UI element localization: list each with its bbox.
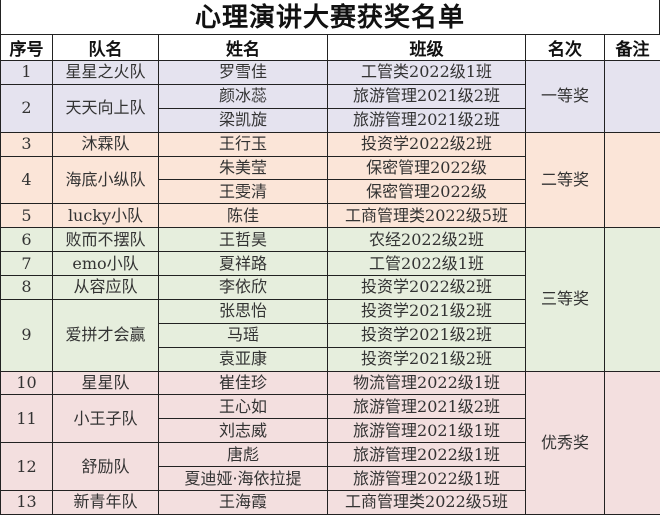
header-rank: 名次: [526, 35, 605, 61]
member-name-cell[interactable]: 夏祥路: [159, 252, 328, 276]
team-name-cell[interactable]: 星星之火队: [53, 61, 159, 85]
member-name-cell[interactable]: 王雯清: [159, 180, 328, 204]
team-number-cell[interactable]: 5: [1, 204, 53, 228]
member-name-cell[interactable]: 陈佳: [159, 204, 328, 228]
team-name-cell[interactable]: 新青年队: [53, 491, 159, 515]
prize-cell[interactable]: 二等奖: [526, 132, 605, 228]
team-number-cell[interactable]: 11: [1, 395, 53, 443]
team-name-cell[interactable]: 从容应队: [53, 276, 159, 300]
member-class-cell[interactable]: 投资学2021级2班: [328, 299, 526, 323]
member-class-cell[interactable]: 工管类2022级1班: [328, 61, 526, 85]
member-name-cell[interactable]: 崔佳珍: [159, 371, 328, 395]
team-number-cell[interactable]: 12: [1, 443, 53, 491]
header-row: 序号 队名 姓名 班级 名次 备注: [1, 35, 660, 61]
prize-cell[interactable]: 优秀奖: [526, 371, 605, 514]
remark-cell[interactable]: [605, 228, 660, 371]
member-name-cell[interactable]: 袁亚康: [159, 347, 328, 371]
team-number-cell[interactable]: 13: [1, 491, 53, 515]
remark-cell[interactable]: [605, 61, 660, 133]
remark-cell[interactable]: [605, 371, 660, 514]
member-class-cell[interactable]: 保密管理2022级: [328, 180, 526, 204]
prize-cell[interactable]: 一等奖: [526, 61, 605, 133]
member-class-cell[interactable]: 投资学2021级2班: [328, 323, 526, 347]
team-name-cell[interactable]: 小王子队: [53, 395, 159, 443]
member-name-cell[interactable]: 夏迪娅·海依拉提: [159, 467, 328, 491]
team-name-cell[interactable]: 天天向上队: [53, 84, 159, 132]
team-number-cell[interactable]: 7: [1, 252, 53, 276]
team-name-cell[interactable]: emo小队: [53, 252, 159, 276]
team-name-cell[interactable]: 舒励队: [53, 443, 159, 491]
header-team: 队名: [53, 35, 159, 61]
header-no: 序号: [1, 35, 53, 61]
team-number-cell[interactable]: 8: [1, 276, 53, 300]
sheet-title: 心理演讲大赛获奖名单: [0, 0, 660, 34]
member-class-cell[interactable]: 旅游管理2022级1班: [328, 443, 526, 467]
member-name-cell[interactable]: 唐彪: [159, 443, 328, 467]
team-number-cell[interactable]: 3: [1, 132, 53, 156]
member-name-cell[interactable]: 朱美莹: [159, 156, 328, 180]
member-class-cell[interactable]: 旅游管理2021级2班: [328, 84, 526, 108]
member-name-cell[interactable]: 颜冰蕊: [159, 84, 328, 108]
prize-cell[interactable]: 三等奖: [526, 228, 605, 371]
team-number-cell[interactable]: 6: [1, 228, 53, 252]
team-number-cell[interactable]: 10: [1, 371, 53, 395]
team-number-cell[interactable]: 4: [1, 156, 53, 204]
team-name-cell[interactable]: 星星队: [53, 371, 159, 395]
member-class-cell[interactable]: 物流管理2022级1班: [328, 371, 526, 395]
remark-cell[interactable]: [605, 132, 660, 228]
member-name-cell[interactable]: 罗雪佳: [159, 61, 328, 85]
header-name: 姓名: [159, 35, 328, 61]
member-name-cell[interactable]: 刘志威: [159, 419, 328, 443]
member-class-cell[interactable]: 旅游管理2021级2班: [328, 395, 526, 419]
team-name-cell[interactable]: 沐霖队: [53, 132, 159, 156]
team-number-cell[interactable]: 9: [1, 299, 53, 371]
member-class-cell[interactable]: 工商管理类2022级5班: [328, 491, 526, 515]
header-class: 班级: [328, 35, 526, 61]
member-class-cell[interactable]: 工管2022级1班: [328, 252, 526, 276]
member-name-cell[interactable]: 马瑶: [159, 323, 328, 347]
team-number-cell[interactable]: 1: [1, 61, 53, 85]
team-name-cell[interactable]: 海底小纵队: [53, 156, 159, 204]
member-class-cell[interactable]: 旅游管理2021级1班: [328, 419, 526, 443]
member-name-cell[interactable]: 王海霞: [159, 491, 328, 515]
member-class-cell[interactable]: 投资学2022级2班: [328, 276, 526, 300]
member-class-cell[interactable]: 农经2022级2班: [328, 228, 526, 252]
member-name-cell[interactable]: 王心如: [159, 395, 328, 419]
team-number-cell[interactable]: 2: [1, 84, 53, 132]
team-name-cell[interactable]: 爱拼才会赢: [53, 299, 159, 371]
member-name-cell[interactable]: 王行玉: [159, 132, 328, 156]
member-name-cell[interactable]: 王哲昊: [159, 228, 328, 252]
member-class-cell[interactable]: 工商管理类2022级5班: [328, 204, 526, 228]
member-name-cell[interactable]: 张思怡: [159, 299, 328, 323]
team-name-cell[interactable]: lucky小队: [53, 204, 159, 228]
member-class-cell[interactable]: 投资学2022级2班: [328, 132, 526, 156]
header-remark: 备注: [605, 35, 660, 61]
member-class-cell[interactable]: 旅游管理2021级2班: [328, 108, 526, 132]
member-name-cell[interactable]: 李依欣: [159, 276, 328, 300]
team-name-cell[interactable]: 败而不摆队: [53, 228, 159, 252]
member-class-cell[interactable]: 投资学2021级2班: [328, 347, 526, 371]
member-class-cell[interactable]: 保密管理2022级: [328, 156, 526, 180]
member-class-cell[interactable]: 旅游管理2022级1班: [328, 467, 526, 491]
member-name-cell[interactable]: 梁凯旋: [159, 108, 328, 132]
